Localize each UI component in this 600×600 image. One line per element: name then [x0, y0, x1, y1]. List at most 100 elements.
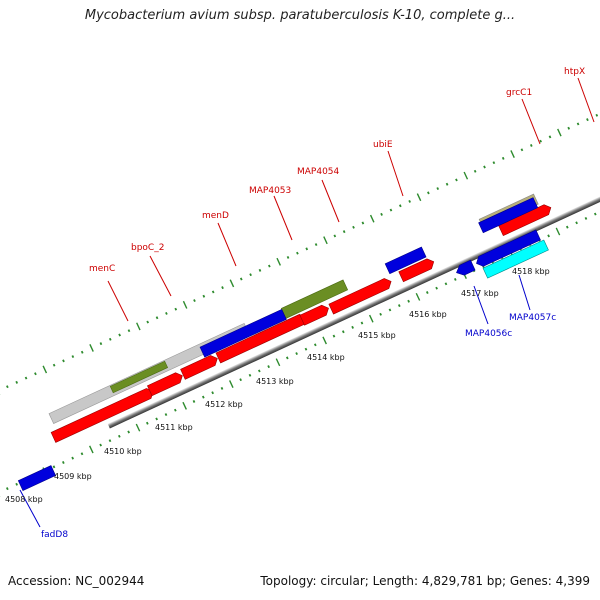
minor-tick [436, 187, 440, 191]
minor-tick [397, 304, 401, 308]
minor-tick [108, 337, 112, 341]
gene-label-bpoC_2[interactable]: bpoC_2 [131, 243, 164, 253]
minor-tick [351, 325, 354, 329]
feature-cyan-map4057c[interactable] [482, 239, 549, 279]
minor-tick [529, 144, 533, 147]
leader-MAP4054 [321, 179, 340, 223]
gene-label-menC[interactable]: menC [89, 264, 115, 274]
minor-tick [333, 234, 337, 238]
minor-tick [360, 321, 364, 325]
minor-tick [296, 251, 299, 255]
minor-tick [99, 443, 102, 447]
minor-tick [193, 299, 196, 303]
minor-tick [80, 350, 84, 354]
minor-tick [539, 139, 542, 143]
minor-tick [146, 320, 150, 324]
major-tick [135, 423, 141, 432]
gene-label-MAP4057c[interactable]: MAP4057c [509, 313, 556, 323]
major-tick [416, 193, 422, 202]
minor-tick [6, 487, 9, 491]
minor-tick [565, 225, 569, 229]
minor-tick [24, 376, 28, 380]
minor-tick [239, 277, 243, 281]
minor-tick [584, 216, 588, 220]
minor-tick [62, 461, 65, 464]
minor-tick [483, 165, 486, 169]
cds-rev-fadD8[interactable] [17, 465, 56, 492]
minor-tick [295, 352, 298, 356]
minor-tick [155, 316, 159, 320]
major-tick [276, 257, 281, 266]
scale-label: 4511 kbp [155, 423, 193, 432]
major-tick [322, 336, 327, 345]
scale-label: 4517 kbp [461, 289, 499, 298]
leader-grcC1 [521, 98, 541, 145]
minor-tick [576, 122, 580, 126]
accession-text: Accession: NC_002944 [8, 574, 145, 588]
cds-fwd-2[interactable] [146, 371, 184, 397]
cds-rev-map4056c[interactable] [474, 229, 541, 269]
leader-menC [107, 280, 129, 322]
minor-tick [173, 408, 177, 412]
minor-tick [435, 286, 438, 290]
major-tick [182, 300, 188, 309]
leader-ubiE [387, 150, 404, 197]
gene-label-MAP4053[interactable]: MAP4053 [249, 186, 291, 196]
scale-label: 4513 kbp [256, 377, 294, 386]
leader-bpoC_2 [149, 255, 172, 297]
minor-tick [473, 169, 477, 173]
minor-tick [389, 208, 393, 212]
minor-tick [304, 347, 308, 351]
topology-summary: Topology: circular; Length: 4,829,781 bp… [260, 574, 590, 588]
major-tick [368, 314, 374, 323]
gene-label-fadD8[interactable]: fadD8 [41, 530, 68, 540]
backbone [107, 46, 600, 429]
scale-label: 4509 kbp [54, 472, 92, 481]
minor-tick [118, 333, 121, 337]
minor-tick [6, 385, 9, 389]
minor-tick [211, 290, 215, 294]
minor-tick [34, 372, 37, 376]
minor-tick [408, 200, 411, 203]
gene-label-grcC1[interactable]: grcC1 [506, 88, 532, 98]
feature-blue-ubie[interactable] [384, 246, 427, 275]
minor-tick [99, 342, 103, 346]
gene-label-ubiE[interactable]: ubiE [373, 140, 393, 150]
major-tick [228, 380, 234, 388]
minor-tick [548, 135, 552, 139]
cds-fwd-map4053[interactable] [299, 303, 331, 326]
minor-tick [285, 356, 289, 360]
minor-tick [352, 225, 355, 229]
minor-tick [258, 268, 262, 272]
cds-fwd-ubiE[interactable] [398, 257, 436, 283]
gene-label-menD[interactable]: menD [202, 211, 229, 221]
cds-fwd-map4054[interactable] [328, 276, 394, 315]
minor-tick [239, 378, 242, 382]
minor-tick [332, 334, 336, 338]
major-tick [557, 128, 562, 137]
feature-blue-mend[interactable] [199, 308, 287, 358]
cds-rev-small[interactable] [454, 259, 476, 278]
gene-label-MAP4056c[interactable]: MAP4056c [465, 329, 512, 339]
feature-olive-bpoc[interactable] [109, 360, 169, 394]
minor-tick [62, 359, 65, 363]
minor-tick [492, 161, 496, 165]
minor-tick [593, 212, 597, 216]
cds-fwd-3[interactable] [180, 353, 220, 380]
major-tick [229, 279, 235, 288]
gene-label-htpX[interactable]: htpX [564, 67, 585, 77]
minor-tick [202, 294, 206, 298]
minor-tick [547, 234, 550, 238]
minor-tick [575, 221, 578, 225]
minor-tick [388, 308, 392, 312]
minor-tick [341, 330, 345, 334]
feature-blue-grcc1[interactable] [478, 197, 539, 234]
gene-label-MAP4054[interactable]: MAP4054 [297, 167, 340, 177]
minor-tick [15, 380, 19, 384]
minor-tick [15, 482, 18, 486]
minor-tick [248, 373, 252, 377]
minor-tick [286, 256, 290, 259]
minor-tick [221, 286, 224, 290]
minor-tick [342, 230, 346, 234]
